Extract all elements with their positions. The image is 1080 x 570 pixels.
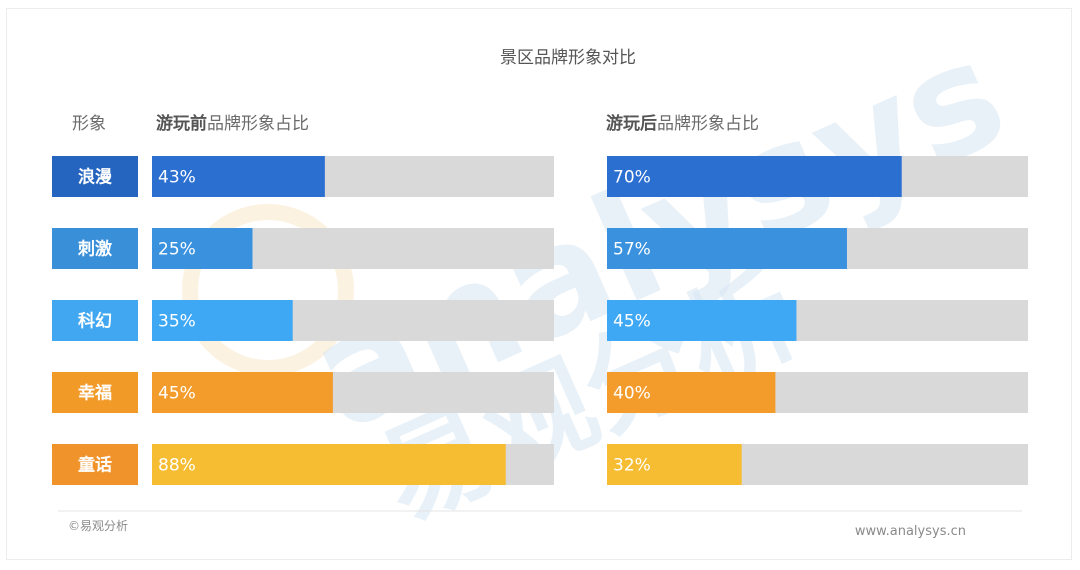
series-2-header: 游玩后品牌形象占比 bbox=[606, 113, 759, 134]
data-label: 25% bbox=[158, 240, 196, 260]
category-label: 刺激 bbox=[78, 239, 112, 260]
data-label: 45% bbox=[158, 384, 196, 404]
series-2-header-bold: 游玩后 bbox=[606, 113, 657, 134]
category-label: 童话 bbox=[78, 455, 112, 476]
footer-website: www.analysys.cn bbox=[855, 524, 966, 539]
category-header: 形象 bbox=[72, 114, 106, 134]
footer-copyright: ©易观分析 bbox=[68, 519, 128, 533]
category-label: 幸福 bbox=[78, 383, 112, 404]
series-2-header-rest: 品牌形象占比 bbox=[657, 114, 759, 134]
series-1-header-bold: 游玩前 bbox=[156, 113, 207, 134]
category-label-box bbox=[52, 300, 138, 341]
bar bbox=[152, 444, 506, 485]
data-label: 70% bbox=[613, 168, 651, 188]
data-label: 43% bbox=[158, 168, 196, 188]
category-label-box bbox=[52, 156, 138, 197]
data-label: 45% bbox=[613, 312, 651, 332]
watermark-logo-ring bbox=[182, 204, 354, 376]
category-label-box bbox=[52, 444, 138, 485]
data-label: 32% bbox=[613, 456, 651, 476]
bar bbox=[152, 228, 253, 269]
data-label: 88% bbox=[158, 456, 196, 476]
bar bbox=[152, 156, 325, 197]
series-1-header: 游玩前品牌形象占比 bbox=[156, 113, 309, 134]
bar bbox=[607, 444, 742, 485]
data-label: 40% bbox=[613, 384, 651, 404]
category-label: 浪漫 bbox=[78, 167, 113, 188]
category-label-box bbox=[52, 372, 138, 413]
bar bbox=[607, 372, 776, 413]
bar bbox=[607, 228, 847, 269]
category-label-box bbox=[52, 228, 138, 269]
bar bbox=[607, 156, 902, 197]
bar bbox=[152, 300, 293, 341]
bar bbox=[607, 300, 797, 341]
data-label: 57% bbox=[613, 240, 651, 260]
category-label: 科幻 bbox=[78, 311, 112, 332]
bars-layer: 浪漫 43% 70% 刺激 25% 57% 科幻 35% 45% 幸福 45% 40% 童话 88% 32% bbox=[52, 156, 1028, 485]
chart-title: 景区品牌形象对比 bbox=[500, 48, 636, 68]
bar bbox=[152, 372, 333, 413]
series-1-header-rest: 品牌形象占比 bbox=[207, 114, 309, 134]
data-label: 35% bbox=[158, 312, 196, 332]
